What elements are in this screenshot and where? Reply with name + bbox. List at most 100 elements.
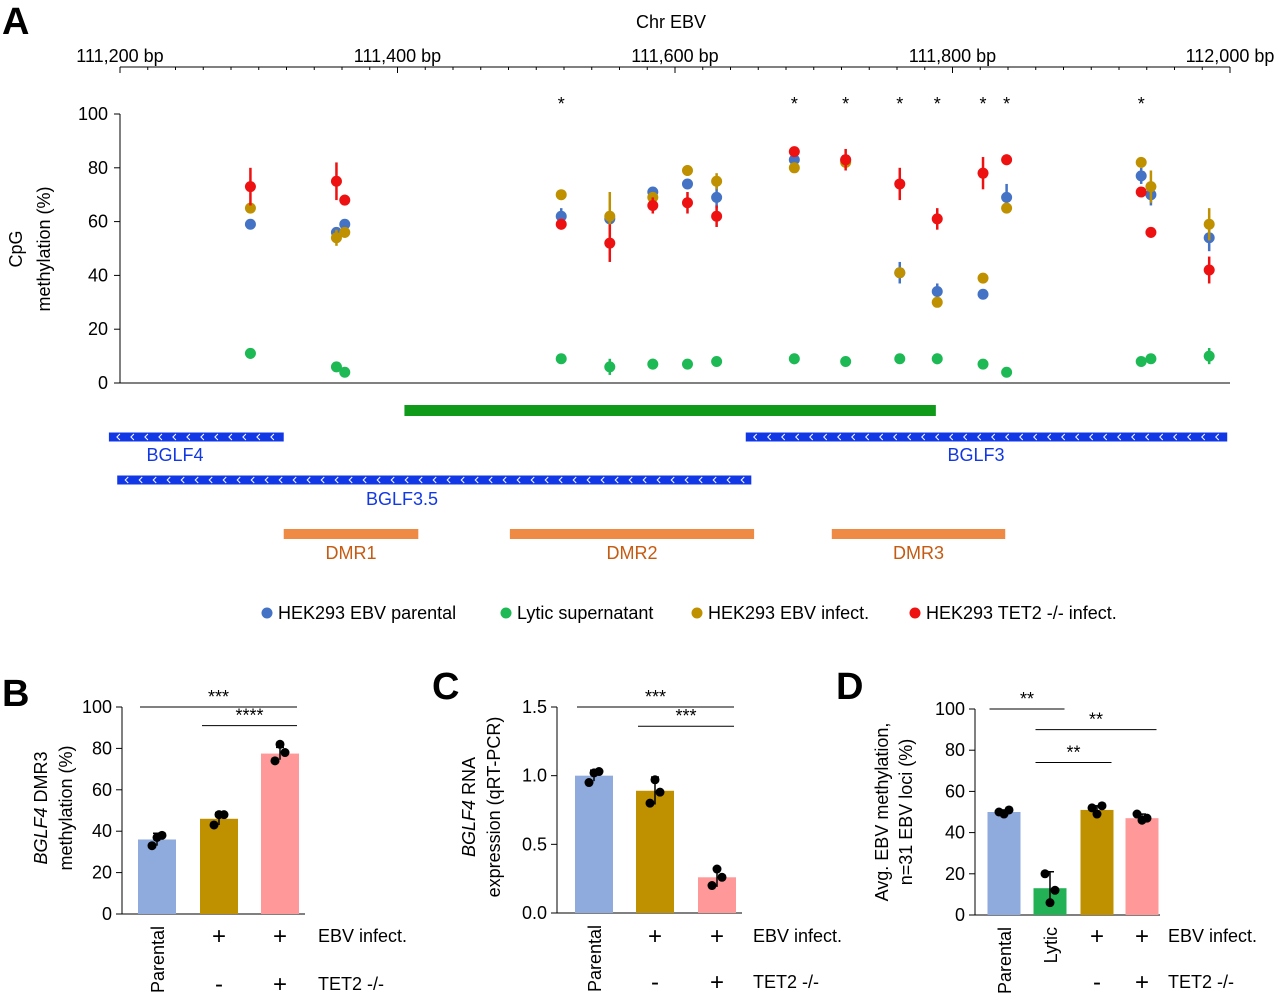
strand-chevron — [158, 433, 163, 441]
lytic-point — [339, 366, 351, 378]
replicate-dot — [209, 820, 219, 830]
tet2-point — [894, 178, 906, 190]
infect-point — [604, 210, 616, 222]
y-axis-label-line2: n=31 EBV loci (%) — [896, 739, 916, 886]
tet2-point — [1001, 154, 1013, 166]
strand-chevron — [1201, 433, 1206, 441]
strand-chevron — [837, 433, 842, 441]
strand-chevron — [1019, 433, 1024, 441]
y-tick-label: 60 — [88, 212, 108, 232]
strand-chevron — [865, 433, 870, 441]
strand-chevron — [977, 433, 982, 441]
strand-chevron — [200, 433, 205, 441]
y-tick-label: 40 — [92, 821, 112, 841]
strand-chevron — [600, 476, 605, 484]
strand-chevron — [144, 433, 149, 441]
dmr-label: DMR1 — [326, 543, 377, 563]
parental-point — [339, 218, 351, 230]
significance-star: * — [1003, 94, 1010, 114]
strand-chevron — [242, 433, 247, 441]
replicate-dot — [1097, 801, 1107, 811]
replicate-dot — [214, 810, 224, 820]
tet2-point — [604, 237, 616, 249]
infect-point — [788, 162, 800, 174]
parental-point — [931, 286, 943, 298]
significance-star: * — [896, 94, 903, 114]
legend-marker — [261, 607, 273, 619]
y-axis-label: Avg. EBV methylation, — [872, 723, 892, 902]
y-tick-label: 20 — [92, 863, 112, 883]
replicate-dot — [712, 864, 722, 874]
strand-chevron — [963, 433, 968, 441]
strand-chevron — [879, 433, 884, 441]
strand-chevron — [893, 433, 898, 441]
gene-label: BGLF3 — [947, 445, 1004, 465]
lytic-point — [330, 361, 342, 373]
tet2-point — [1135, 186, 1147, 198]
gene-label: BGLF3.5 — [366, 489, 438, 509]
replicate-dot — [1045, 898, 1055, 908]
strand-chevron — [1033, 433, 1038, 441]
y-tick-label: 1.5 — [522, 697, 547, 717]
tet2-point — [681, 197, 693, 209]
replicate-dot — [707, 881, 717, 891]
condition-mark: - — [651, 969, 659, 996]
strand-chevron — [116, 433, 121, 441]
strand-chevron — [264, 476, 269, 484]
strand-chevron — [362, 476, 367, 484]
strand-chevron — [572, 476, 577, 484]
strand-chevron — [390, 476, 395, 484]
strand-chevron — [670, 476, 675, 484]
lytic-point — [1001, 366, 1013, 378]
strand-chevron — [628, 476, 633, 484]
infect-point — [330, 232, 342, 244]
strand-chevron — [488, 476, 493, 484]
parental-point — [788, 154, 800, 166]
tet2-point — [555, 218, 567, 230]
top-axis-tick-label: 111,200 bp — [76, 46, 163, 66]
tet2-point — [711, 210, 723, 222]
infect-point — [1001, 202, 1013, 214]
strand-chevron — [404, 476, 409, 484]
significance-label: *** — [208, 687, 229, 707]
strand-chevron — [1187, 433, 1192, 441]
strand-chevron — [278, 476, 283, 484]
strand-chevron — [208, 476, 213, 484]
strand-chevron — [684, 476, 689, 484]
legend-marker — [500, 607, 512, 619]
tet2-point — [647, 199, 659, 211]
infect-point — [555, 189, 567, 201]
bar — [987, 812, 1021, 915]
y-tick-label: 100 — [82, 697, 112, 717]
dmr-label: DMR3 — [893, 543, 944, 563]
y-axis-label-gene: BGLF4 — [31, 807, 51, 864]
infect-point — [711, 175, 723, 187]
parental-point — [977, 288, 989, 300]
legend-label: HEK293 EBV infect. — [708, 603, 869, 623]
y-tick-label: 0 — [98, 373, 108, 393]
lytic-point — [840, 355, 852, 367]
panel-label-b: B — [2, 673, 29, 715]
y-tick-label: 0.0 — [522, 903, 547, 923]
lytic-point — [1145, 353, 1157, 365]
condition-mark: + — [710, 923, 724, 950]
condition-mark: + — [273, 923, 287, 950]
condition-mark: + — [1135, 969, 1149, 996]
lytic-point — [1203, 350, 1215, 362]
category-label: Parental — [148, 926, 168, 993]
replicate-dot — [1092, 809, 1102, 819]
y-tick-label: 60 — [92, 780, 112, 800]
strand-chevron — [172, 433, 177, 441]
infect-point — [339, 226, 351, 238]
strand-chevron — [614, 476, 619, 484]
strand-chevron — [781, 433, 786, 441]
legend-marker — [691, 607, 703, 619]
lytic-point — [788, 353, 800, 365]
strand-chevron — [795, 433, 800, 441]
dmr-label: DMR2 — [606, 543, 657, 563]
tet2-point — [1203, 264, 1215, 276]
legend: HEK293 EBV parental Lytic supernatant HEK2… — [261, 603, 1117, 623]
significance-star: * — [980, 94, 987, 114]
y-tick-label: 100 — [78, 104, 108, 124]
strand-chevron — [270, 433, 275, 441]
